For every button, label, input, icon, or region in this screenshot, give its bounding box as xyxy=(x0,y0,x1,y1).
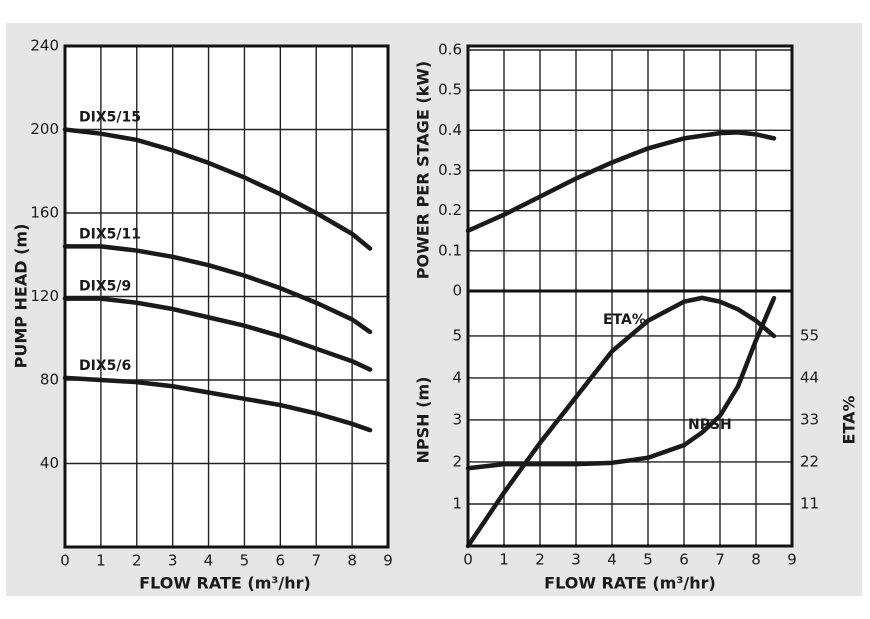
x-tick-label: 7 xyxy=(715,551,725,569)
series-label: DIX5/11 xyxy=(79,226,141,242)
y-tick-label: 0.4 xyxy=(438,121,462,139)
x-axis-label: FLOW RATE (m³/hr) xyxy=(139,574,311,593)
x-tick-label: 7 xyxy=(311,552,321,570)
y-tick-label: 0.2 xyxy=(438,201,462,219)
y2-axis-label: ETA% xyxy=(840,395,859,444)
x-tick-label: 0 xyxy=(60,552,70,570)
x-tick-label: 2 xyxy=(535,551,545,569)
x-tick-label: 9 xyxy=(787,551,797,569)
y-tick-label: 5 xyxy=(452,326,462,344)
x-tick-label: 8 xyxy=(751,551,761,569)
y-axis-label: PUMP HEAD (m) xyxy=(12,224,31,369)
y-tick-label: 2 xyxy=(452,452,462,470)
y-tick-label: 240 xyxy=(30,37,59,55)
y-tick-label: 0.5 xyxy=(438,81,462,99)
y-axis-label: POWER PER STAGE (kW) xyxy=(414,61,433,279)
plot-area xyxy=(468,46,792,546)
y2-tick-label: 44 xyxy=(800,369,819,387)
y2-tick-label: 55 xyxy=(800,327,819,345)
x-axis-label: FLOW RATE (m³/hr) xyxy=(544,574,716,593)
y-tick-label: 0 xyxy=(452,282,462,300)
series-label: NPSH xyxy=(688,417,732,433)
series-label: DIX5/9 xyxy=(79,279,131,295)
curve xyxy=(465,130,777,233)
x-tick-label: 3 xyxy=(168,552,178,570)
y-tick-label: 0.1 xyxy=(438,241,462,259)
x-tick-label: 1 xyxy=(499,551,509,569)
series-label: DIX5/15 xyxy=(79,110,141,126)
curve xyxy=(62,375,373,433)
y2-tick-label: 22 xyxy=(800,453,819,471)
curve xyxy=(465,295,777,471)
x-tick-label: 3 xyxy=(571,551,581,569)
curve xyxy=(62,296,373,372)
x-tick-label: 6 xyxy=(679,551,689,569)
y2-tick-label: 33 xyxy=(800,411,819,429)
y-tick-label: 120 xyxy=(30,287,59,305)
y-tick-label: 0.3 xyxy=(438,161,462,179)
y-tick-label: 4 xyxy=(452,368,462,386)
y2-tick-label: 11 xyxy=(800,495,819,513)
y-tick-label: 80 xyxy=(40,371,59,389)
plot-frame xyxy=(466,44,794,548)
x-tick-label: 4 xyxy=(607,551,617,569)
y-tick-label: 200 xyxy=(30,120,59,138)
plot-frame xyxy=(63,44,390,549)
y-axis-label: NPSH (m) xyxy=(414,377,433,464)
y-tick-label: 3 xyxy=(452,410,462,428)
x-tick-label: 5 xyxy=(240,552,250,570)
x-tick-label: 9 xyxy=(383,552,393,570)
y-tick-label: 1 xyxy=(452,494,462,512)
y-tick-label: 40 xyxy=(40,454,59,472)
x-tick-label: 1 xyxy=(96,552,106,570)
series-label: DIX5/6 xyxy=(79,358,131,374)
y-tick-label: 160 xyxy=(30,204,59,222)
curve xyxy=(62,127,373,251)
series-label: ETA% xyxy=(603,312,646,328)
y-tick-label: 0.6 xyxy=(438,41,462,59)
curve xyxy=(465,295,777,549)
x-tick-label: 0 xyxy=(463,551,473,569)
x-tick-label: 8 xyxy=(347,552,357,570)
curve xyxy=(62,244,373,335)
x-tick-label: 5 xyxy=(643,551,653,569)
x-tick-label: 2 xyxy=(132,552,142,570)
x-tick-label: 6 xyxy=(276,552,286,570)
x-tick-label: 4 xyxy=(204,552,214,570)
